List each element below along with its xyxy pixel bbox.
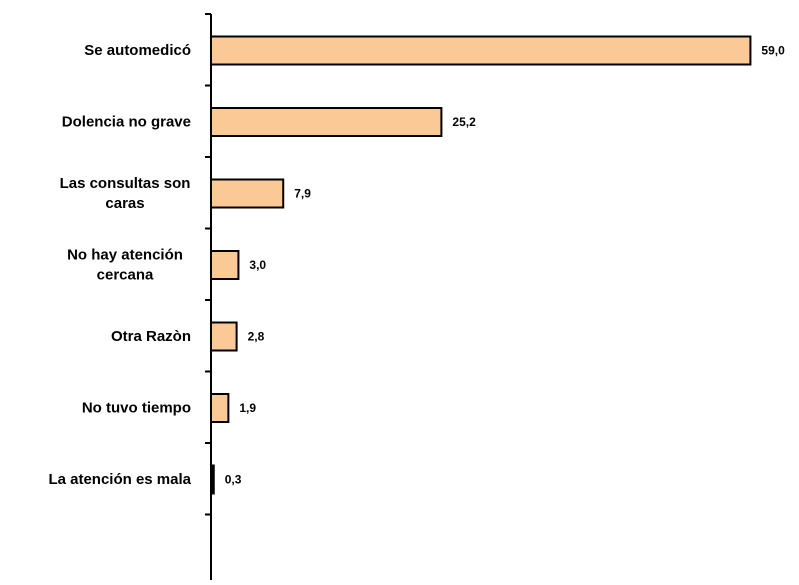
bar [210,107,443,137]
value-label: 59,0 [761,44,785,58]
bar [210,35,752,66]
bars [210,35,752,495]
bar [210,178,285,209]
category-label: No tuvo tiempo [82,400,191,417]
category-label: Se automedicó [84,42,191,59]
bar [210,321,238,352]
category-labels: Se automedicó Dolencia no grave Las consul… [48,42,191,488]
value-label: 1,9 [239,401,256,415]
value-labels: 59,0 25,2 7,9 3,0 2,8 1,9 0,3 [225,44,785,487]
value-label: 0,3 [225,473,242,487]
tick-marks [205,13,211,516]
bar [210,250,240,280]
value-label: 7,9 [294,187,311,201]
bar [210,393,230,423]
category-label: Dolencia no grave [62,114,191,131]
category-label: No hay atención cercana [67,247,183,284]
category-label: Las consultas son caras [60,175,191,212]
value-label: 2,8 [248,330,265,344]
value-label: 3,0 [249,258,266,272]
value-label: 25,2 [452,115,476,129]
category-label: La atención es mala [48,471,191,488]
category-label: Otra Razòn [111,328,191,345]
